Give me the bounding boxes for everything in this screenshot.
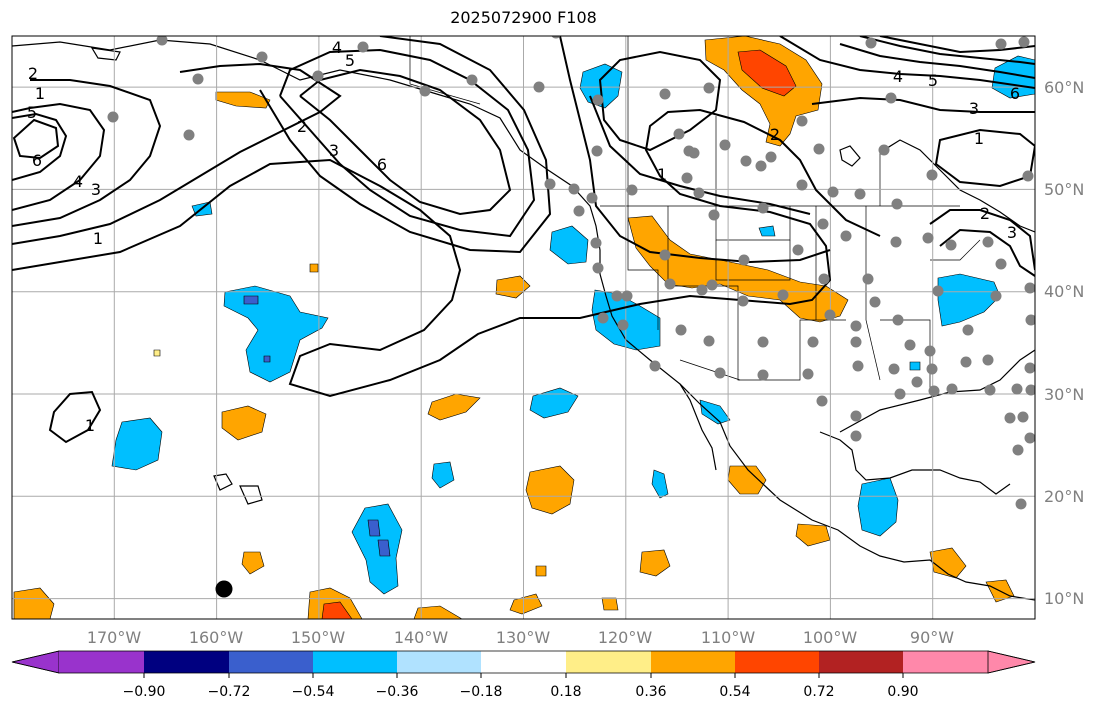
contour-label-group: 2 5 6 4 3 1 5 4 3 2 6 1 4 5 3 6 1 2 3 2 …: [27, 38, 1020, 435]
lon-label: 140°W: [394, 628, 449, 647]
colorbar-tick-label: 0.90: [887, 684, 918, 700]
contour-label: 4: [73, 172, 83, 191]
colorbar-tick-label: 0.36: [635, 684, 666, 700]
contour-label: 2: [297, 117, 307, 136]
latitude-labels: 60°N 50°N 40°N 30°N 20°N 10°N: [1044, 78, 1084, 608]
contour-label: 6: [32, 151, 42, 170]
colorbar-outline: [11, 650, 1036, 674]
lon-label: 120°W: [598, 628, 653, 647]
colorbar-bin: [651, 651, 736, 673]
lon-label: 90°W: [910, 628, 954, 647]
colorbar-tick-label: 0.72: [803, 684, 834, 700]
map-plot-area: 2 5 6 4 3 1 5 4 3 2 6 1 4 5 3 6 1 2 3 2 …: [12, 36, 1035, 619]
contour-label: 2: [980, 204, 990, 223]
colorbar-tick-label: 0.54: [719, 684, 750, 700]
station-markers: [107, 36, 1035, 510]
colorbar-ticks: [143, 673, 904, 678]
map-title: 2025072900 F108: [450, 8, 597, 27]
contour-label: 5: [27, 103, 37, 122]
lat-label: 50°N: [1044, 180, 1084, 199]
colorbar-labels: −0.90 −0.72 −0.54 −0.36 −0.18 0.18 0.36 …: [123, 684, 919, 700]
contour-label: 2: [770, 125, 780, 144]
colorbar-extend-min: [11, 650, 60, 674]
contour-label: 4: [893, 67, 903, 86]
colorbar: [11, 650, 1036, 674]
contour-label: 3: [1007, 223, 1017, 242]
contour-label: 4: [332, 38, 342, 57]
contour-lines: [12, 36, 1035, 444]
contour-label: 1: [93, 229, 103, 248]
colorbar-bin: [566, 651, 651, 673]
lon-label: 170°W: [87, 628, 142, 647]
lat-label: 20°N: [1044, 487, 1084, 506]
lon-label: 100°W: [803, 628, 858, 647]
colorbar-bin: [59, 651, 144, 673]
contour-label: 6: [377, 155, 387, 174]
lat-label: 60°N: [1044, 78, 1084, 97]
colorbar-bin: [397, 651, 482, 673]
colorbar-bin: [735, 651, 820, 673]
colorbar-bin: [903, 651, 988, 673]
contour-label: 1: [657, 165, 667, 184]
colorbar-bin: [819, 651, 904, 673]
colorbar-tick-label: −0.36: [376, 684, 419, 700]
lon-label: 130°W: [496, 628, 551, 647]
contour-label: 1: [974, 129, 984, 148]
contour-label: 5: [928, 71, 938, 90]
lat-label: 40°N: [1044, 282, 1084, 301]
colorbar-bin: [481, 651, 566, 673]
lat-label: 30°N: [1044, 385, 1084, 404]
location-marker: [215, 580, 233, 598]
colorbar-tick-label: −0.54: [292, 684, 335, 700]
colorbar-tick-label: −0.18: [460, 684, 503, 700]
lon-label: 160°W: [189, 628, 244, 647]
longitude-labels: 170°W 160°W 150°W 140°W 130°W 120°W 110°…: [87, 628, 954, 647]
contour-label: 1: [35, 84, 45, 103]
lat-label: 10°N: [1044, 589, 1084, 608]
map-frame: [11, 35, 1036, 620]
contour-label: 3: [969, 99, 979, 118]
colorbar-bin: [144, 651, 229, 673]
contour-label: 6: [1010, 84, 1020, 103]
contour-label: 1: [85, 416, 95, 435]
colorbar-bin: [313, 651, 398, 673]
colorbar-extend-max: [987, 650, 1036, 674]
colorbar-tick-label: 0.18: [550, 684, 581, 700]
colorbar-tick-label: −0.72: [208, 684, 251, 700]
contour-label: 3: [329, 141, 339, 160]
contour-label: 2: [28, 64, 38, 83]
lon-label: 150°W: [291, 628, 346, 647]
colorbar-bin: [229, 651, 314, 673]
lon-label: 110°W: [701, 628, 756, 647]
colorbar-tick-label: −0.90: [123, 684, 166, 700]
contour-label: 3: [91, 180, 101, 199]
contour-label: 5: [345, 51, 355, 70]
